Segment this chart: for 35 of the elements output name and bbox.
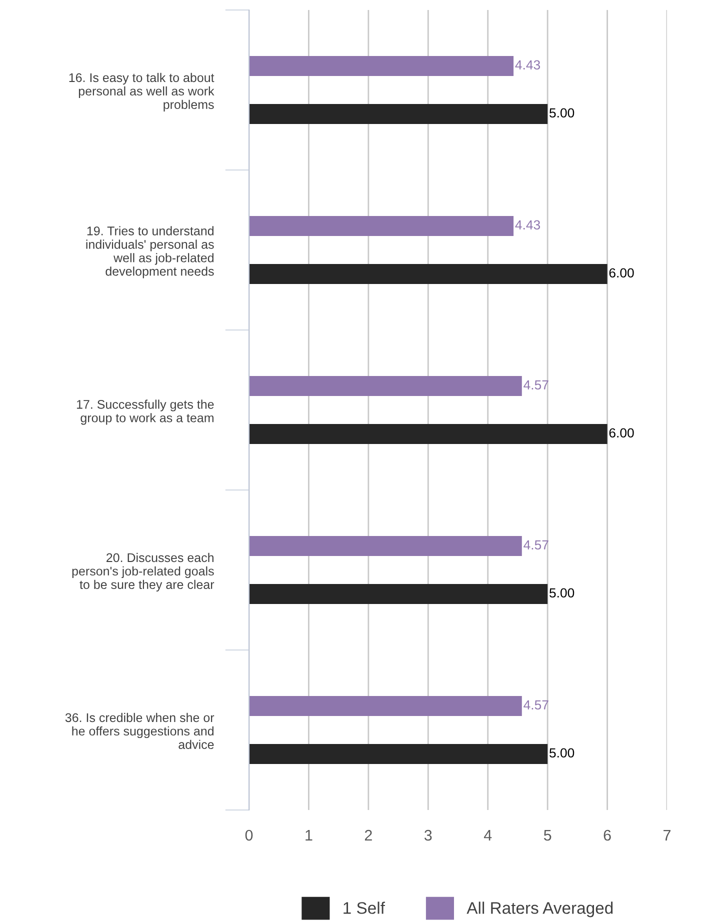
data-label: 5.00 (549, 748, 574, 758)
bar (249, 264, 608, 284)
bar (249, 376, 522, 396)
data-label: 4.57 (524, 540, 548, 550)
bar (249, 584, 548, 604)
legend-label: 1 Self (344, 902, 385, 914)
data-label: 4.57 (524, 700, 548, 710)
data-label: 5.00 (549, 108, 574, 118)
x-tick-label: 4 (484, 830, 492, 841)
x-tick-label: 7 (664, 830, 670, 841)
data-label: 4.43 (515, 60, 540, 70)
x-tick-label: 0 (245, 830, 253, 841)
bar (249, 56, 514, 76)
data-label: 6.00 (609, 268, 634, 278)
data-label: 5.00 (549, 588, 574, 598)
data-label: 6.00 (609, 428, 634, 438)
bar (249, 744, 548, 764)
x-tick-label: 3 (424, 830, 432, 841)
bar (249, 536, 522, 556)
x-tick-label: 1 (306, 830, 312, 841)
bar (249, 696, 522, 716)
data-label: 4.57 (524, 380, 548, 390)
y-tick-label: 16. Is easy to talk to about personal as well as work problems (69, 72, 214, 112)
x-tick-label: 2 (364, 830, 372, 841)
y-tick-label: 36. Is credible when she or he offers suggestions and advice (65, 712, 214, 750)
x-tick-label: 6 (604, 830, 611, 841)
bar (249, 216, 514, 236)
y-tick-label: 20. Discusses each person's job-related goals to be sure they are clear (72, 552, 214, 592)
y-tick-label: 19. Tries to understand individuals' personal as well as job-related development needs (86, 226, 214, 278)
y-tick-label: 17. Successfully gets the group to work as a team (76, 400, 214, 425)
bar (249, 104, 548, 124)
x-tick-label: 5 (544, 830, 552, 841)
legend-label: All Raters Averaged (466, 902, 613, 918)
data-label: 4.43 (515, 220, 540, 230)
bar (249, 424, 608, 444)
